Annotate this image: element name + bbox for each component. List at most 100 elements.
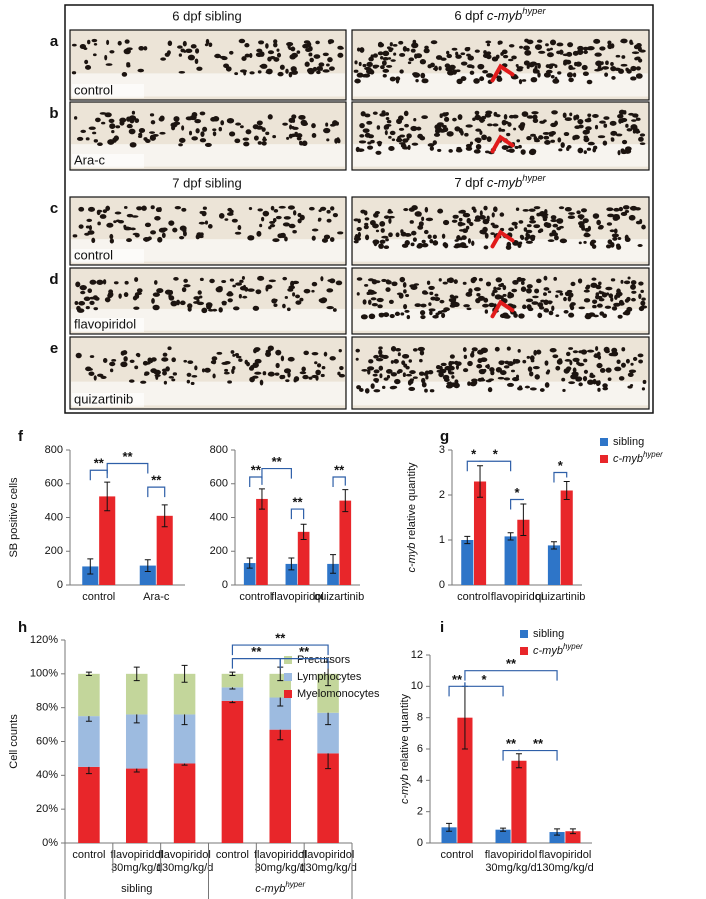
- cell: [510, 369, 515, 373]
- cell: [133, 306, 140, 310]
- cell: [336, 137, 340, 142]
- cell: [490, 222, 495, 226]
- cell: [409, 370, 416, 375]
- cell: [173, 116, 180, 122]
- legend-swatch: [284, 656, 292, 664]
- cell: [449, 65, 455, 71]
- bar-segment: [78, 673, 100, 717]
- cell: [554, 235, 559, 241]
- cell: [385, 238, 389, 242]
- cell: [550, 74, 555, 79]
- cell: [249, 52, 253, 59]
- cell: [372, 111, 378, 115]
- cell: [610, 296, 614, 302]
- cell: [257, 275, 265, 281]
- cell: [530, 133, 536, 137]
- cell: [611, 233, 619, 238]
- cell: [438, 128, 446, 133]
- cell: [630, 65, 637, 72]
- cell: [318, 62, 325, 67]
- cell: [477, 295, 486, 301]
- cell: [289, 124, 293, 130]
- cell: [612, 236, 618, 241]
- cell: [234, 353, 240, 357]
- cell: [451, 219, 458, 223]
- cell: [370, 383, 375, 389]
- cell: [449, 294, 455, 299]
- cell: [611, 75, 616, 80]
- cell: [486, 43, 491, 47]
- cell: [168, 220, 175, 226]
- cell: [629, 205, 638, 211]
- cell: [618, 301, 625, 306]
- cell: [471, 206, 476, 211]
- cell: [610, 62, 614, 66]
- cell: [267, 50, 275, 55]
- cell: [639, 218, 643, 225]
- cell: [437, 208, 444, 214]
- cell: [257, 208, 263, 212]
- cell: [432, 314, 439, 319]
- cell: [356, 385, 362, 390]
- cell: [522, 209, 529, 212]
- cell: [607, 43, 613, 50]
- bar: [327, 563, 339, 585]
- legend-swatch: [520, 647, 528, 655]
- cell: [482, 303, 489, 308]
- cell: [620, 148, 625, 153]
- cell: [605, 286, 613, 291]
- cell: [455, 54, 462, 59]
- cell: [629, 39, 633, 45]
- cell: [597, 67, 601, 71]
- cell: [309, 57, 314, 63]
- cell: [555, 365, 561, 371]
- cell: [187, 303, 193, 309]
- y-tick-label: 800: [210, 444, 228, 456]
- y-tick-label: 12: [411, 649, 423, 661]
- cell: [544, 360, 549, 366]
- error-bar: [104, 481, 111, 512]
- cell: [606, 207, 614, 212]
- cell: [375, 229, 380, 233]
- cell: [550, 215, 557, 220]
- cell: [102, 279, 107, 285]
- cell: [472, 117, 476, 121]
- cell: [479, 130, 483, 135]
- cell: [578, 350, 584, 354]
- cell: [514, 145, 519, 149]
- arrow: [490, 134, 515, 154]
- cell: [533, 139, 541, 143]
- cell: [548, 310, 554, 316]
- cell: [448, 298, 455, 303]
- cell: [567, 296, 572, 302]
- cell: [402, 146, 409, 150]
- header-right: 7 dpf c-mybhyper: [454, 173, 546, 190]
- cell: [630, 362, 634, 366]
- cell: [452, 214, 459, 219]
- cell: [544, 139, 551, 145]
- cell: [212, 128, 217, 132]
- cell: [159, 131, 166, 135]
- cell: [170, 300, 178, 307]
- cell: [292, 292, 296, 297]
- cell: [506, 241, 512, 248]
- y-axis-label: Cell counts: [8, 714, 20, 769]
- cell: [640, 289, 644, 293]
- cell: [380, 56, 384, 60]
- significance-label: **: [275, 631, 286, 646]
- cell: [230, 350, 235, 354]
- cell: [485, 40, 492, 44]
- header-right-sup: hyper: [522, 6, 546, 16]
- cell: [425, 217, 434, 222]
- cell: [592, 314, 599, 318]
- cell: [451, 375, 455, 379]
- cell: [296, 50, 301, 54]
- cell: [287, 287, 294, 292]
- cell: [389, 42, 393, 47]
- cell: [464, 132, 469, 137]
- cell: [547, 290, 552, 294]
- cell: [484, 232, 489, 239]
- cell: [134, 292, 139, 298]
- cell: [543, 287, 550, 291]
- x-tick-label: flavopiridol: [110, 849, 163, 861]
